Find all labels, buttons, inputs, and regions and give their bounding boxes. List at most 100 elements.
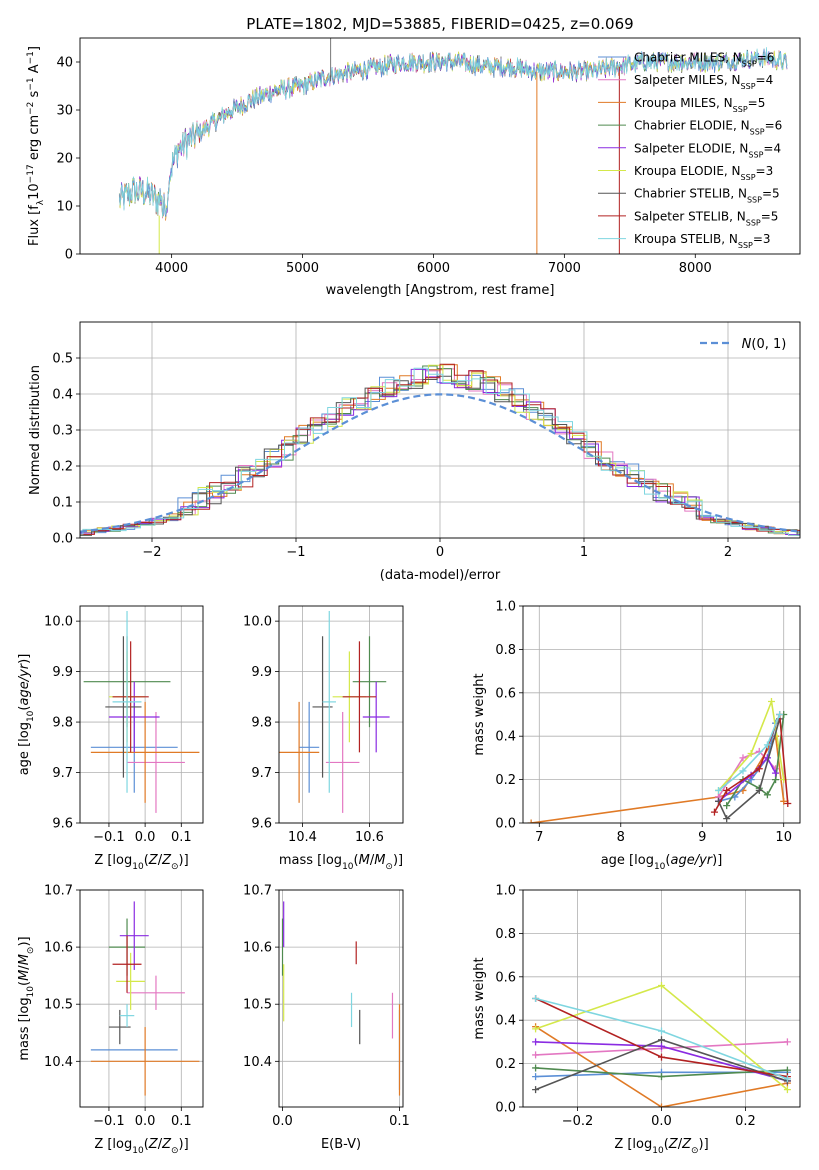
label-part: −17 xyxy=(26,164,36,183)
hist-chabrier_stelib xyxy=(80,375,800,536)
tick-label-y: 0.0 xyxy=(52,532,73,547)
tick-label-x: 7000 xyxy=(548,261,581,276)
tick-label-x: −1 xyxy=(286,545,305,560)
label-part: / xyxy=(678,1137,683,1152)
marker-kroupa_stelib xyxy=(658,1027,665,1035)
tick-label-y: 9.8 xyxy=(52,716,73,731)
legend-text: Salpeter MILES, N xyxy=(634,73,741,87)
tick-label-y: 0.0 xyxy=(495,1101,516,1116)
legend-sub: SSP xyxy=(741,82,756,91)
marker-salpeter_elodie xyxy=(532,1038,540,1046)
tick-label-y: 9.9 xyxy=(251,665,272,680)
legend-sub: SSP xyxy=(746,218,761,227)
marker-salpeter_miles xyxy=(739,754,747,762)
tick-label-y: 0.4 xyxy=(495,730,516,745)
hist-kroupa_stelib xyxy=(80,367,800,536)
tick-label-x: 0.2 xyxy=(735,1114,756,1129)
tick-label-x: 0.1 xyxy=(389,1114,410,1129)
tick-label-y: 1.0 xyxy=(495,884,516,899)
tick-label-x: 5000 xyxy=(286,261,319,276)
label-part: 10 xyxy=(26,710,36,722)
label-part: )] xyxy=(179,1137,189,1152)
tick-label-y: 20 xyxy=(56,152,73,167)
tick-label-x: 0.1 xyxy=(171,830,192,845)
marker-chabrier_elodie xyxy=(772,776,780,784)
x-axis-label: Z [log10(Z/Z⊙)] xyxy=(94,853,188,872)
x-axis-label: Z [log10(Z/Z⊙)] xyxy=(614,1137,708,1156)
legend-sub: SSP xyxy=(741,173,756,182)
label-part: )] xyxy=(17,654,32,664)
marker-salpeter_stelib xyxy=(755,765,763,773)
tick-label-y: 9.7 xyxy=(251,766,272,781)
legend-text: Kroupa ELODIE, N xyxy=(634,164,741,178)
label-part: Z [log xyxy=(614,1137,652,1152)
marker-kroupa_stelib xyxy=(776,711,784,718)
legend-sub: SSP xyxy=(748,150,763,159)
tick-label-y: 9.6 xyxy=(52,817,73,832)
tick-label-y: 0.2 xyxy=(52,460,73,475)
marker-salpeter_stelib xyxy=(710,808,718,816)
marker-salpeter_elodie xyxy=(658,1042,665,1050)
legend-suffix: =6 xyxy=(757,51,775,65)
axes-spectrum: 4000 5000 6000 7000 8000 0 10 20 30 40 xyxy=(56,56,711,277)
tick-label-y: 10.6 xyxy=(243,941,272,956)
label-part: s xyxy=(27,90,42,101)
normal-curve xyxy=(80,393,798,533)
label-part: ⊙ xyxy=(691,1146,699,1156)
tick-label-y: 1.0 xyxy=(495,600,516,615)
tick-label-y: 9.9 xyxy=(52,665,73,680)
label-part: age/yr xyxy=(17,662,32,705)
weight-lines-weight_vs_Z xyxy=(532,981,791,1107)
marker-kroupa_elodie xyxy=(747,750,755,758)
x-axis-label: age [log10(age/yr)] xyxy=(601,853,723,872)
legend-text: Chabrier ELODIE, N xyxy=(634,119,750,133)
y-axis-label: mass [log10(M/M⊙)] xyxy=(17,936,36,1060)
tick-label-y: 0.0 xyxy=(495,817,516,832)
marker-chabrier_stelib xyxy=(658,1036,665,1044)
errorbars-mass_vs_Z xyxy=(90,901,200,1096)
tick-label-x: −2 xyxy=(142,545,161,560)
axes-weight_vs_Z: −0.2 0.0 0.2 0.0 0.2 0.4 0.6 0.8 1.0 xyxy=(495,884,800,1129)
legend-text: Kroupa STELIB, N xyxy=(634,232,738,246)
spectrum-lines xyxy=(118,38,788,254)
axes-frame xyxy=(278,605,404,824)
tick-label-x: 0 xyxy=(436,545,444,560)
tick-label-y: 10.7 xyxy=(44,884,73,899)
tick-label-y: 0.8 xyxy=(495,643,516,658)
label-part: / xyxy=(17,965,32,970)
label-part: ( xyxy=(664,1137,669,1152)
tick-label-x: 0.1 xyxy=(171,1114,192,1129)
legend-suffix: =3 xyxy=(756,164,774,178)
tick-label-y: 9.6 xyxy=(251,817,272,832)
tick-label-y: 9.7 xyxy=(52,766,73,781)
tick-label-y: 30 xyxy=(56,104,73,119)
hist-salpeter_stelib xyxy=(80,363,800,536)
histograms xyxy=(80,363,800,537)
label-part: ⊙ xyxy=(171,1146,179,1156)
legend-entry: Salpeter MILES, NSSP=4 xyxy=(634,73,773,91)
label-part: 10 xyxy=(26,986,36,998)
legend-entry: Salpeter STELIB, NSSP=5 xyxy=(634,209,778,227)
label-part: age [log xyxy=(17,722,32,775)
legend-suffix: =5 xyxy=(748,96,766,110)
hist-kroupa_elodie xyxy=(80,364,800,535)
x-axis-label: (data-model)/error xyxy=(380,568,501,583)
label-part: )] xyxy=(393,853,403,868)
marker-chabrier_elodie xyxy=(723,802,731,810)
marker-salpeter_stelib xyxy=(784,799,792,807)
label-part: M xyxy=(17,954,32,965)
label-part: mass [log xyxy=(279,853,342,868)
label-part: ⊙ xyxy=(385,862,393,872)
label-part: ] xyxy=(27,46,42,51)
label-part: 10 xyxy=(652,1146,664,1156)
errorbars-mass_vs_ebv xyxy=(281,901,401,1096)
axes-mass_vs_Z: −0.1 0.0 0.1 10.4 10.5 10.6 10.7 xyxy=(44,884,203,1129)
axes-frame xyxy=(522,889,801,1108)
marker-kroupa_stelib xyxy=(783,1075,791,1083)
legend-entry: Salpeter ELODIE, NSSP=4 xyxy=(634,141,781,159)
tick-label-x: 0.0 xyxy=(272,1114,293,1129)
marker-kroupa_elodie xyxy=(658,981,665,989)
legend-entry: Kroupa MILES, NSSP=5 xyxy=(634,96,765,114)
label-part: (0, 1) xyxy=(751,337,786,352)
